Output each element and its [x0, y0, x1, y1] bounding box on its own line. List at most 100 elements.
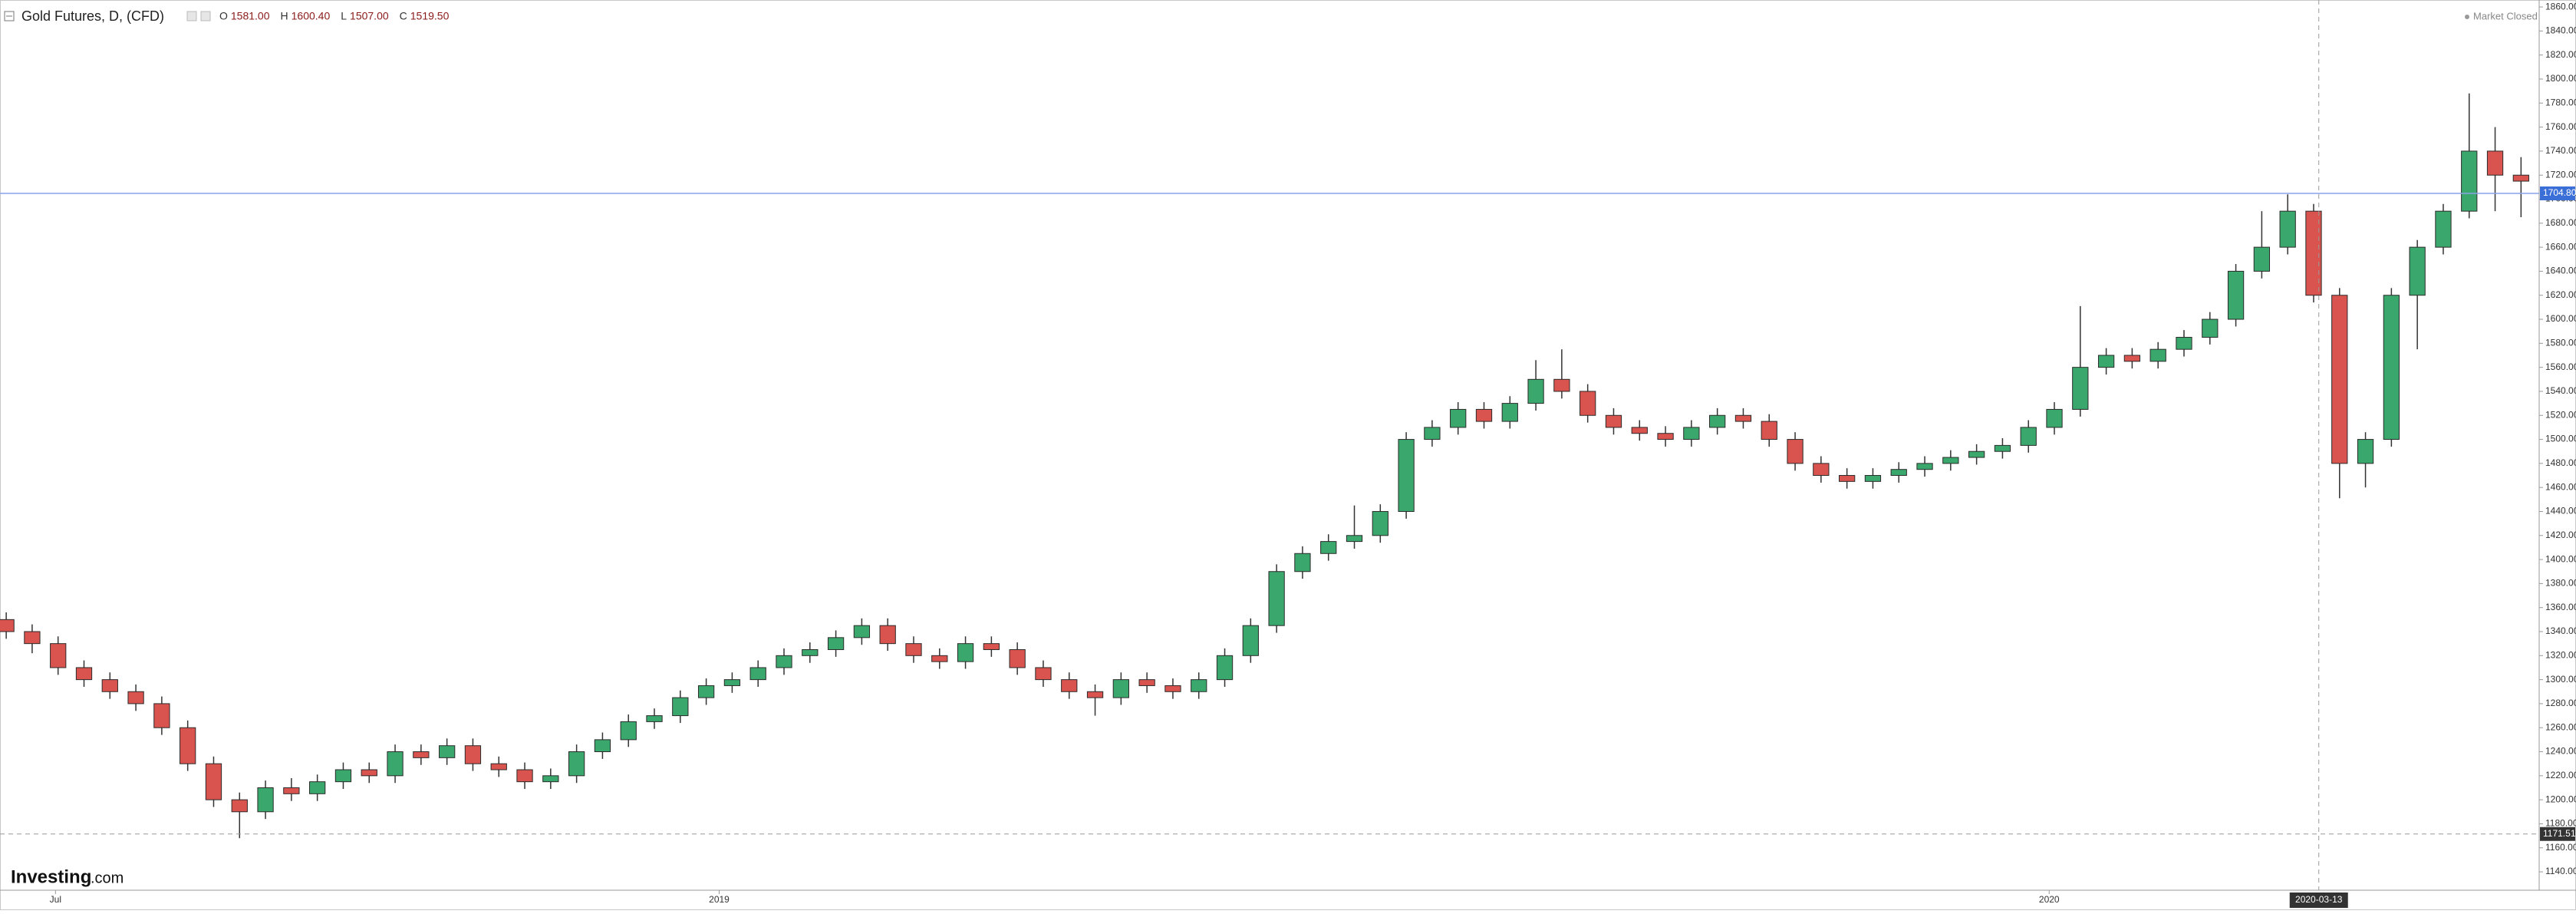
- y-tick-label: 1840.00: [2545, 25, 2576, 36]
- y-tick-label: 1320.00: [2545, 649, 2576, 660]
- candle-body: [464, 745, 482, 764]
- candle-body: [1942, 457, 1959, 464]
- candle-body: [490, 763, 507, 770]
- ohlc-key: O: [219, 10, 228, 22]
- candle-body: [568, 751, 585, 777]
- candle-body: [1839, 475, 1856, 482]
- candle-body: [1061, 679, 1078, 692]
- candle-body: [983, 643, 1000, 650]
- candle-body: [1864, 475, 1882, 482]
- candle-body: [1320, 541, 1337, 554]
- y-tick-label: 1560.00: [2545, 361, 2576, 372]
- candle-body: [2123, 355, 2141, 362]
- candle-body: [101, 679, 118, 692]
- candle-body: [1450, 408, 1467, 428]
- x-tick-label: 2019: [709, 894, 730, 905]
- y-tick-label: 1800.00: [2545, 73, 2576, 84]
- y-tick-label: 1460.00: [2545, 481, 2576, 492]
- y-tick-label: 1380.00: [2545, 578, 2576, 589]
- candle-body: [2227, 270, 2245, 320]
- candle-body: [1527, 378, 1544, 404]
- y-tick-label: 1540.00: [2545, 385, 2576, 396]
- market-status: Market Closed: [2473, 10, 2538, 21]
- y-tick-label: 1860.00: [2545, 1, 2576, 12]
- y-tick-label: 1760.00: [2545, 121, 2576, 132]
- candle-body: [2435, 210, 2452, 248]
- y-tick-label: 1360.00: [2545, 602, 2576, 612]
- candle-body: [827, 637, 845, 650]
- candle-body: [1216, 655, 1234, 681]
- candle-body: [542, 775, 559, 783]
- y-tick-label: 1520.00: [2545, 409, 2576, 420]
- candle-body: [879, 625, 896, 645]
- candle-body: [283, 787, 300, 794]
- y-tick-label: 1680.00: [2545, 217, 2576, 228]
- candle-body: [672, 697, 689, 717]
- ohlc-value: 1581.00: [231, 10, 270, 22]
- collapse-icon[interactable]: [4, 11, 15, 21]
- candle-body: [127, 691, 144, 704]
- status-dot: [2465, 15, 2469, 19]
- candle-body: [957, 643, 974, 662]
- candle-body: [1605, 414, 1622, 428]
- candle-body: [2357, 439, 2374, 464]
- y-tick-label: 1300.00: [2545, 674, 2576, 685]
- candle-body: [2461, 150, 2478, 212]
- header: Gold Futures, D, (CFD) O 1581.00 H 1600.40 L…: [4, 8, 2538, 24]
- ohlc-value: 1600.40: [292, 10, 331, 22]
- candle-body: [257, 787, 274, 813]
- settings-icon[interactable]: [186, 11, 197, 21]
- y-tick-label: 1820.00: [2545, 49, 2576, 60]
- candle-body: [1916, 463, 1933, 470]
- y-tick-label: 1500.00: [2545, 434, 2576, 444]
- brand: Investing .com: [11, 866, 124, 887]
- candle-body: [2046, 408, 2063, 428]
- ohlc-value: 1507.00: [350, 10, 389, 22]
- candle-body: [1994, 444, 2011, 452]
- candle-body: [1657, 433, 1674, 441]
- last-price-label: 1704.80: [2543, 187, 2576, 198]
- candle-body: [1138, 679, 1155, 686]
- axes: 1140.00 1160.00 1180.00 1200.00 1220.00 1240.…: [50, 1, 2576, 905]
- candle-body: [1112, 679, 1129, 698]
- brand-suffix: .com: [91, 869, 124, 886]
- candle-body: [776, 655, 792, 668]
- y-tick-label: 1400.00: [2545, 553, 2576, 564]
- candle-body: [205, 763, 222, 800]
- y-tick-label: 1580.00: [2545, 338, 2576, 348]
- candle-body: [309, 781, 326, 794]
- candle-body: [931, 655, 948, 662]
- candle-body: [361, 769, 377, 777]
- candle-body: [0, 619, 15, 632]
- candle-body: [1968, 450, 1985, 458]
- x-tick-label: 2020: [2039, 894, 2060, 905]
- brand-name: Investing: [11, 866, 91, 887]
- candle-body: [1164, 685, 1181, 692]
- candle-body: [1761, 421, 1777, 441]
- y-tick-label: 1420.00: [2545, 530, 2576, 540]
- close-icon[interactable]: [200, 11, 211, 21]
- candle-body: [1631, 427, 1648, 434]
- candle-body: [1372, 510, 1388, 536]
- candle-body: [439, 745, 456, 758]
- crosshair-x-tag: [2289, 893, 2348, 908]
- candle-body: [2409, 246, 2426, 296]
- ohlc-key: L: [341, 10, 347, 22]
- candle-body: [1813, 463, 1830, 477]
- candle-body: [516, 769, 533, 783]
- y-tick-label: 1660.00: [2545, 241, 2576, 252]
- candle-body: [334, 769, 352, 783]
- candle-body: [413, 751, 430, 758]
- candle-body: [1086, 691, 1104, 698]
- y-tick-label: 1180.00: [2545, 818, 2576, 829]
- candle-body: [153, 703, 170, 728]
- candle-body: [2149, 348, 2166, 362]
- ohlc-key: C: [400, 10, 407, 22]
- candle-body: [802, 648, 819, 656]
- y-tick-label: 1140.00: [2545, 866, 2576, 876]
- crosshair-y-label: 1171.51: [2543, 828, 2576, 839]
- candle-body: [1398, 439, 1415, 512]
- crosshair-x-label: 2020-03-13: [2295, 894, 2343, 905]
